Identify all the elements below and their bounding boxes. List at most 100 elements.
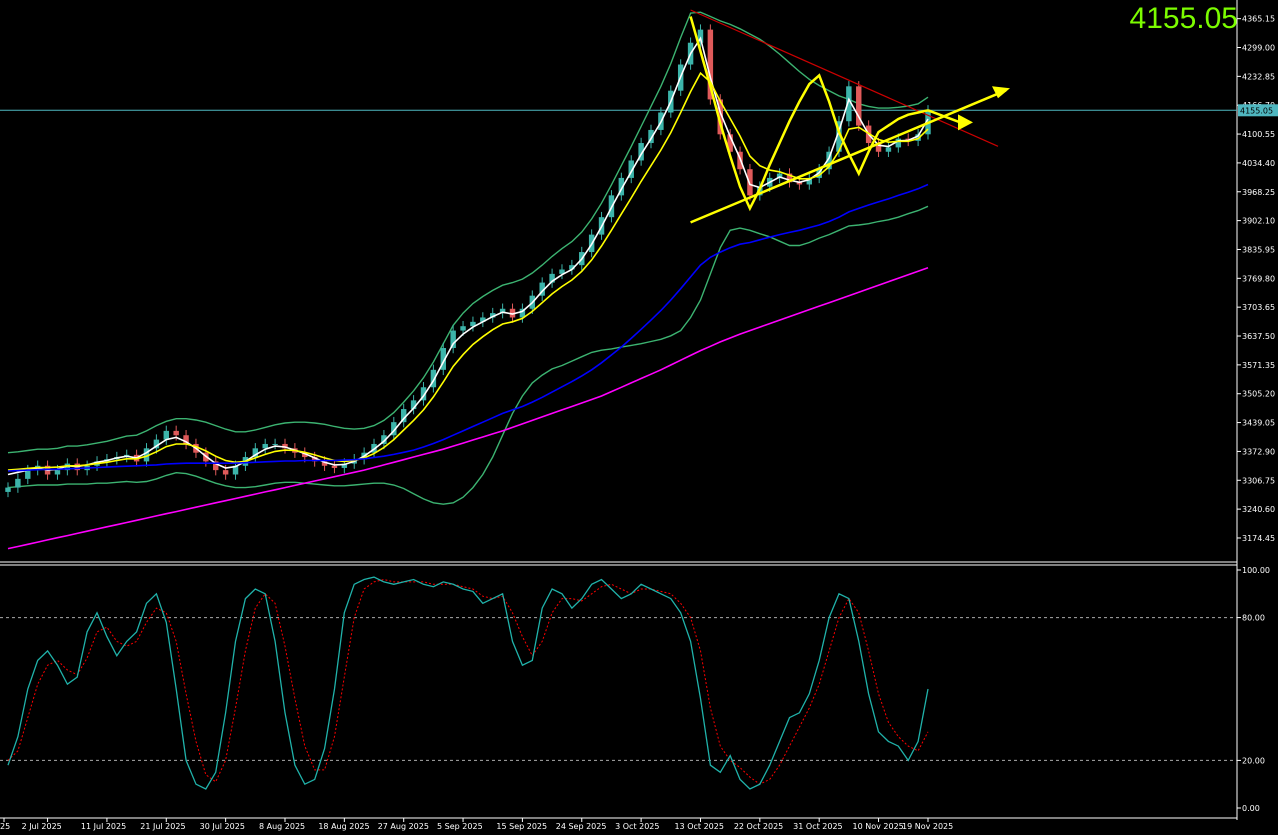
candle-body [895,138,902,148]
resistance-trendline [690,9,999,147]
bollinger-bands [7,11,929,505]
candle-body [856,86,862,126]
price-tick-label: 3240.60 [1242,505,1275,514]
price-tick-label: 3835.95 [1242,245,1275,254]
candle-body [499,308,506,314]
candle-body [776,173,783,178]
price-tick-label: 3505.20 [1242,390,1275,399]
price-tick-label: 4100.55 [1242,130,1275,139]
candle-body [262,443,268,449]
candle-body [321,461,328,466]
moving-average-line [7,267,929,550]
price-tick-label: 4232.85 [1242,72,1275,81]
moving-averages [7,36,929,550]
candle-body [15,478,21,488]
candle-body [252,448,259,458]
candle-body [450,330,456,349]
candle-body [480,317,486,322]
moving-average-line [7,183,929,472]
price-tick-label: 3637.50 [1242,332,1275,341]
candlesticks [5,24,931,498]
candle-body [539,282,545,296]
candle-body [440,348,446,370]
date-tick-label: 22 Oct 2025 [734,822,783,831]
stochastic-tick-label: 20.00 [1242,756,1265,765]
date-tick-label: 27 Aug 2025 [378,822,429,831]
candle-body [875,143,882,152]
bollinger-lower [7,205,929,505]
candle-body [727,134,733,152]
candle-body [381,435,387,444]
candle-body [569,265,575,270]
price-tick-label: 3769.80 [1242,274,1275,283]
support-trendline [690,89,1007,224]
candle-body [232,465,239,475]
candle-body [638,143,644,161]
price-tick-label: 3439.05 [1242,419,1275,428]
candle-body [846,86,852,122]
stochastic-tick-label: 100.00 [1242,566,1270,575]
candle-body [826,151,832,170]
current-price-tag [1238,104,1278,117]
candle-body [786,173,793,183]
candle-body [153,439,160,449]
candle-body [836,121,842,152]
candle-body [25,470,31,479]
candle-body [331,465,338,468]
zigzag-projection [689,16,929,212]
price-tick-label: 3306.75 [1242,476,1275,485]
stochastic-tick-label: 80.00 [1242,614,1265,623]
candle-body [311,457,318,462]
current-price-tag-label: 4155.05 [1240,106,1273,115]
candle-body [796,182,803,185]
candle-body [806,177,813,185]
candle-body [915,134,921,141]
candle-body [747,169,753,196]
candle-body [717,99,723,135]
date-tick-label: 8 Aug 2025 [259,822,305,831]
date-tick-label: 19 Nov 2025 [902,822,953,831]
date-tick-label: 18 Aug 2025 [318,822,369,831]
date-tick-label: 15 Sep 2025 [496,822,547,831]
candle-body [430,369,437,388]
moving-average-line [7,71,929,471]
price-tick-label: 4365.15 [1242,15,1275,24]
price-tick-label: 3174.45 [1242,534,1275,543]
stochastic-main-line [7,576,929,790]
candle-body [470,321,476,327]
date-tick-label: 13 Oct 2025 [674,822,723,831]
candle-body [885,147,892,152]
main-panel [0,0,1238,820]
date-tick-label: 10 Nov 2025 [853,822,904,831]
candle-body [5,487,11,492]
price-tick-label: 3968.25 [1242,188,1275,197]
candle-body [302,452,308,458]
candle-body [559,269,565,274]
date-axis: 25 2 Jul 2025 11 Jul 2025 21 Jul 2025 30 Jul… [0,818,953,831]
date-tick-label: 30 Jul 2025 [200,822,245,831]
candle-body [143,448,150,462]
candle-body [222,470,229,475]
candle-body [519,308,526,318]
candle-body [697,29,704,43]
candle-body [460,326,466,331]
price-tick-label: 3703.65 [1242,303,1275,312]
candle-body [400,409,407,423]
candle-body [64,463,71,471]
arrow-head [992,86,1010,99]
price-axis: 4365.154299.004232.854166.704100.554034.… [1237,15,1278,543]
candle-body [282,443,288,449]
date-tick-label: 24 Sep 2025 [556,822,607,831]
candle-body [173,430,179,436]
date-tick-label: 11 Jul 2025 [81,822,126,831]
annotations [689,9,1010,224]
date-tick-label: 21 Jul 2025 [140,822,185,831]
stochastic-tick-label: 0.00 [1242,804,1260,813]
arrow-head [958,114,973,131]
price-tick-label: 3571.35 [1242,361,1275,370]
price-tick-label: 3372.90 [1242,447,1275,456]
stochastic-panel: 100.00 80.00 20.00 0.00 [0,566,1270,813]
candle-body [54,470,61,475]
candle-body [163,430,169,440]
